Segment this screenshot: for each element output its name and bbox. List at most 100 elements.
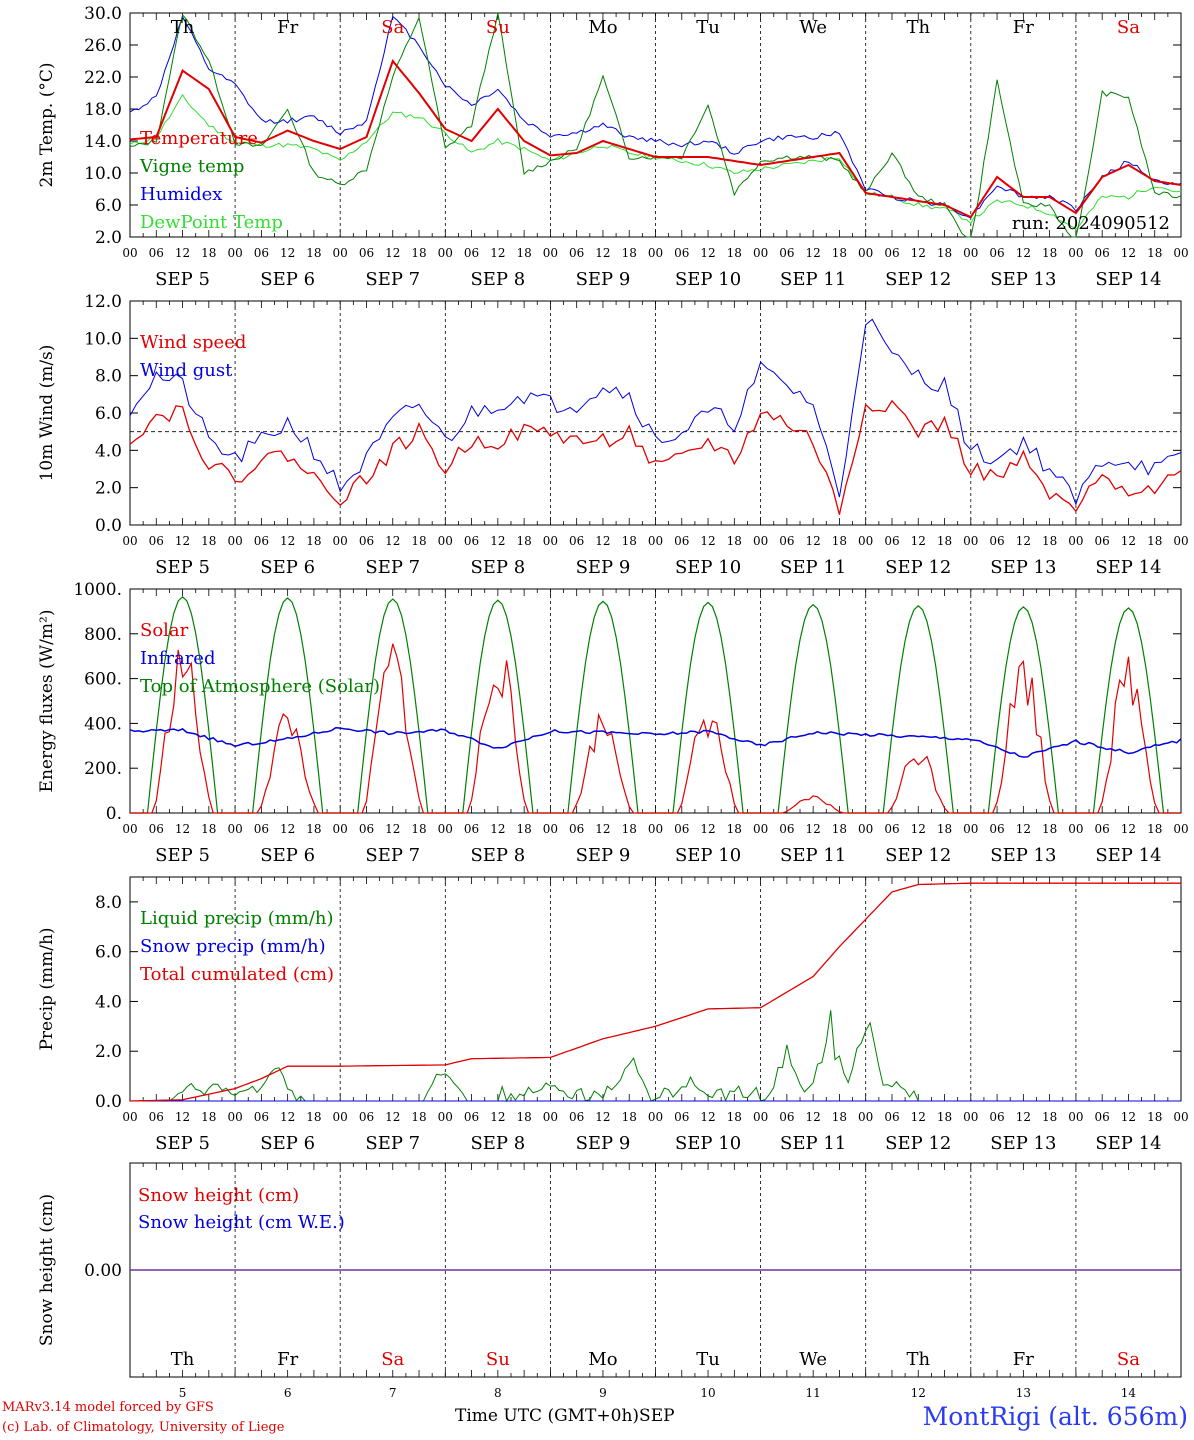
y-axis-label: 10m Wind (m/s) [37,345,57,482]
hour-tick-label: 12 [385,1110,400,1124]
hour-tick-label: 12 [806,1110,821,1124]
hour-tick-label: 12 [1016,1110,1031,1124]
hour-tick-label: 00 [858,1110,873,1124]
time-axis-label: Time UTC (GMT+0h) [455,1406,640,1426]
hour-tick-label: 06 [254,1110,269,1124]
hour-tick-label: 06 [674,822,689,836]
y-tick-label: 30.0 [84,4,122,24]
hour-tick-label: 06 [569,534,584,548]
y-tick-label: 18.0 [84,100,122,120]
run-label: run: 2024090512 [1012,213,1170,234]
hour-tick-label: 06 [1095,1110,1110,1124]
hour-tick-label: 12 [1016,246,1031,260]
y-tick-label: 200. [84,759,122,779]
hour-tick-label: 12 [595,246,610,260]
date-label: SEP 8 [470,269,525,290]
hour-tick-label: 06 [779,246,794,260]
day-name: Sa [381,17,404,38]
hour-tick-label: 00 [227,534,242,548]
hour-tick-label: 18 [411,1110,426,1124]
hour-tick-label: 06 [989,822,1004,836]
hour-tick-label: 12 [490,246,505,260]
series-temperature [129,58,1182,219]
hour-tick-label: 00 [753,534,768,548]
panel-frame [129,12,1182,238]
hour-tick-label: 18 [622,534,637,548]
date-label: SEP 9 [576,557,631,578]
y-tick-label: 1000. [73,580,122,600]
hour-tick-label: 18 [516,822,531,836]
hour-tick-label: 00 [858,534,873,548]
hour-tick-label: 06 [884,822,899,836]
day-name: Fr [1013,17,1034,38]
date-label: SEP 14 [1095,557,1161,578]
series-total-cumulated [129,882,1181,1102]
date-label: SEP 11 [780,557,846,578]
hour-tick-label: 12 [490,822,505,836]
legend-entry: Snow precip (mm/h) [140,936,326,957]
hour-tick-label: 12 [806,822,821,836]
hour-tick-label: 12 [911,246,926,260]
y-tick-label: 800. [84,625,122,645]
hour-tick-label: 00 [648,246,663,260]
hour-tick-label: 18 [832,246,847,260]
y-tick-label: 26.0 [84,36,122,56]
hour-tick-label: 06 [569,246,584,260]
hour-tick-label: 00 [963,534,978,548]
y-axis-label: Precip (mm/h) [37,927,57,1050]
hour-tick-label: 18 [306,246,321,260]
hour-tick-label: 06 [1095,822,1110,836]
hour-tick-label: 06 [149,534,164,548]
hour-tick-label: 12 [175,534,190,548]
hour-tick-label: 12 [911,1110,926,1124]
model-credit: MARv3.14 model forced by GFS [2,1400,214,1415]
hour-tick-label: 00 [1068,246,1083,260]
hour-tick-label: 18 [306,1110,321,1124]
y-axis-label: 2m Temp. (°C) [37,62,57,187]
day-name: Fr [1013,1349,1034,1370]
panel-3 [129,588,1182,814]
legend-entry: Top of Atmosphere (Solar) [140,676,380,697]
date-label: SEP 14 [1095,845,1161,866]
hour-tick-label: 12 [700,534,715,548]
y-tick-label: 0.0 [95,516,122,536]
hour-tick-label: 06 [464,822,479,836]
y-axis-label: Energy fluxes (W/m²) [37,610,57,793]
hour-tick-label: 06 [149,246,164,260]
y-tick-label: 6.0 [95,196,122,216]
hour-tick-label: 18 [937,246,952,260]
hour-tick-label: 12 [385,246,400,260]
date-label: SEP 10 [675,269,741,290]
hour-tick-label: 00 [963,246,978,260]
day-name: Tu [696,1349,720,1370]
hour-tick-label: 00 [858,246,873,260]
hour-tick-label: 12 [1121,534,1136,548]
date-label: SEP 9 [576,1133,631,1154]
hour-tick-label: 00 [543,534,558,548]
hour-tick-label: 18 [201,534,216,548]
hour-tick-label: 18 [1147,246,1162,260]
hour-tick-label: 06 [674,1110,689,1124]
legend-entry: Wind speed [140,332,246,353]
day-number: 13 [1016,1386,1031,1400]
hour-tick-label: 06 [569,1110,584,1124]
hour-tick-label: 18 [306,822,321,836]
hour-tick-label: 00 [227,822,242,836]
hour-tick-label: 18 [1042,534,1057,548]
hour-tick-label: 00 [1173,246,1188,260]
hour-tick-label: 12 [595,534,610,548]
day-name: Su [486,1349,510,1370]
date-label: SEP 9 [576,269,631,290]
hour-tick-label: 00 [753,822,768,836]
hour-tick-label: 06 [359,1110,374,1124]
series-wind-gust [129,318,1182,506]
y-tick-label: 0. [106,804,122,824]
y-tick-label: 22.0 [84,68,122,88]
hour-tick-label: 00 [543,822,558,836]
hour-tick-label: 12 [175,1110,190,1124]
hour-tick-label: 00 [333,1110,348,1124]
date-label: SEP 5 [155,1133,210,1154]
date-label: SEP 12 [885,1133,951,1154]
panel-2 [129,300,1182,526]
